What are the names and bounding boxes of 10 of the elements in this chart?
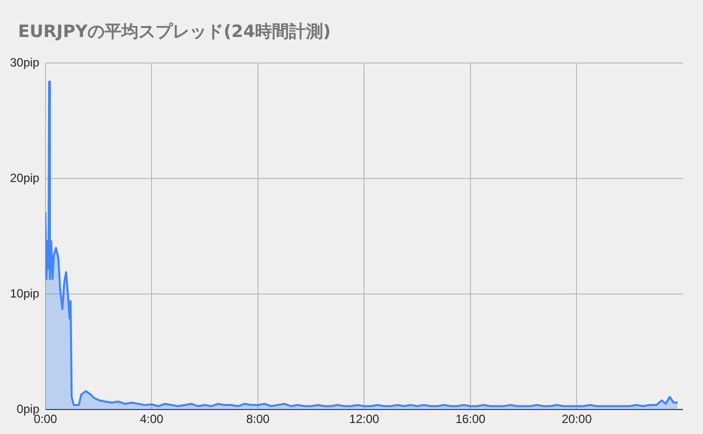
x-tick-label: 20:00 [562, 412, 592, 426]
x-tick-label: 12:00 [349, 412, 380, 426]
x-tick-label: 8:00 [246, 412, 270, 426]
y-tick-label: 10pip [10, 286, 40, 300]
y-tick-label: 20pip [10, 170, 40, 185]
y-tick-label: 30pip [10, 56, 40, 70]
y-tick-label: 0pip [16, 402, 40, 416]
x-tick-label: 4:00 [140, 412, 164, 426]
chart-title: EURJPYの平均スプレッド(24時間計測) [18, 21, 331, 43]
x-tick-label: 16:00 [455, 412, 486, 426]
